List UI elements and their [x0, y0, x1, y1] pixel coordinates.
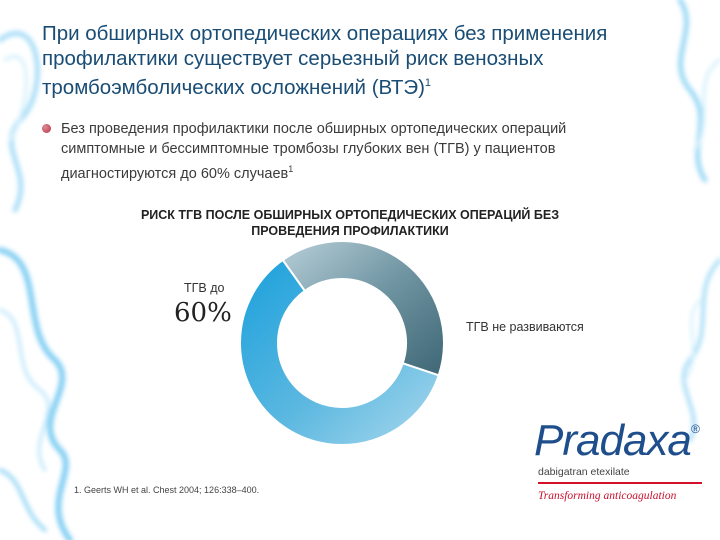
chart-title: РИСК ТГВ ПОСЛЕ ОБШИРНЫХ ОРТОПЕДИЧЕСКИХ О… [140, 208, 560, 238]
title-text: При обширных ортопедических операциях бе… [42, 22, 608, 99]
bullet-icon [42, 124, 51, 133]
slide-title: При обширных ортопедических операциях бе… [42, 22, 682, 101]
slice-label-no-tgv: ТГВ не развиваются [466, 320, 584, 334]
title-footnote-ref: 1 [424, 77, 432, 89]
slice-value-tgv: 60% [174, 298, 232, 328]
donut-slice-no-tgv [281, 240, 445, 377]
donut-slice-tgv [239, 258, 441, 446]
bullet-text: Без проведения профилактики после обширн… [61, 119, 651, 184]
pradaxa-logo: Pradaxa® dabigatran etexilate Transformi… [520, 416, 710, 516]
bullet-footnote-ref: 1 [288, 164, 294, 174]
footnote: 1. Geerts WH et al. Chest 2004; 126:338–… [74, 485, 260, 495]
logo-wordmark: Pradaxa® [534, 416, 700, 465]
bullet-body: Без проведения профилактики после обширн… [61, 121, 567, 182]
logo-divider [538, 482, 702, 484]
slice-label-tgv: ТГВ до [184, 281, 225, 295]
logo-tagline: Transforming anticoagulation [538, 490, 677, 502]
logo-subtitle: dabigatran etexilate [538, 466, 630, 478]
